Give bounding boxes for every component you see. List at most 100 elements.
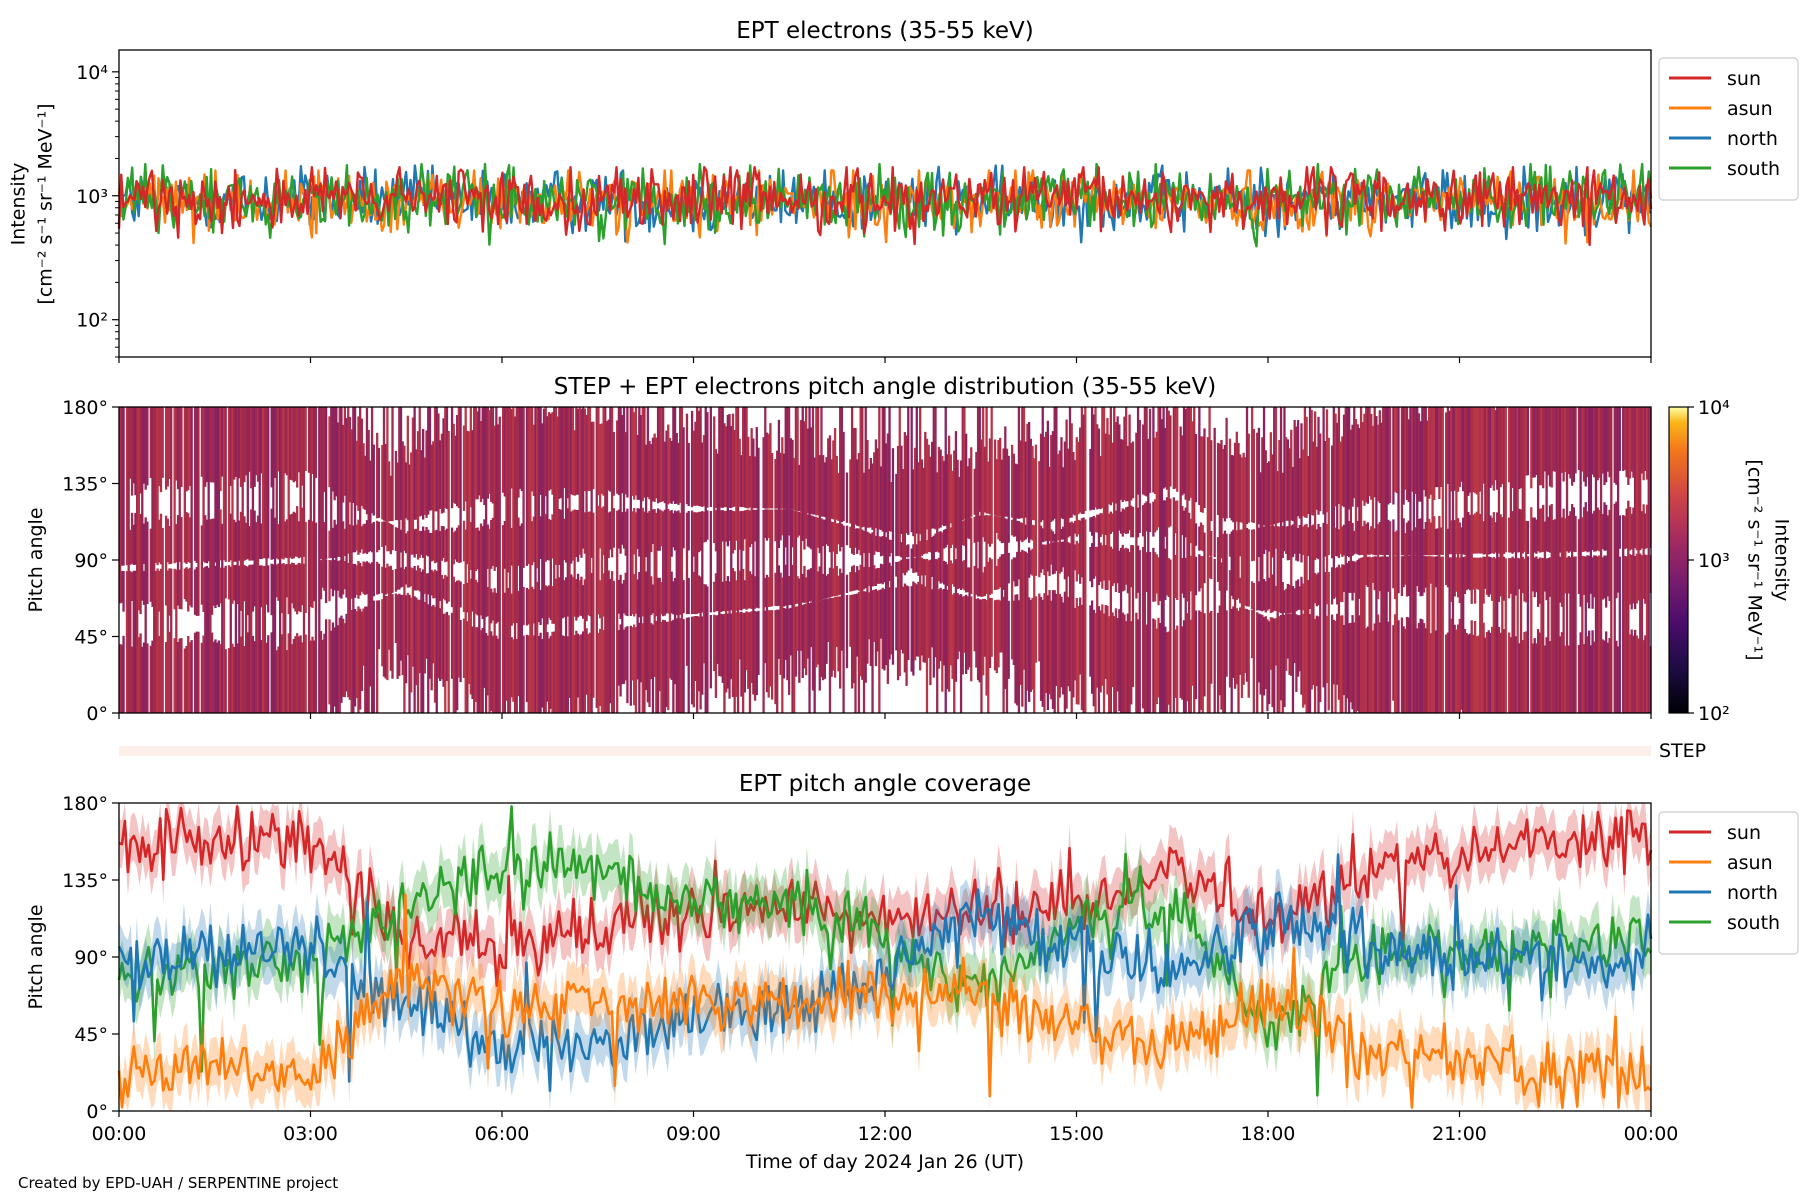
pad-cell xyxy=(1572,407,1575,483)
pad-cell xyxy=(794,606,798,677)
pad-cell xyxy=(175,407,178,481)
pad-cell xyxy=(427,604,430,713)
pad-cell xyxy=(825,575,828,599)
pad-cell xyxy=(932,535,935,678)
pad-cell xyxy=(949,560,952,666)
pad-cell xyxy=(587,634,590,713)
pad-cell xyxy=(1644,635,1647,713)
pad-cell xyxy=(244,522,248,560)
pad-cell xyxy=(660,510,663,547)
pad-cell xyxy=(883,589,886,671)
pad-cell xyxy=(871,463,874,530)
pad-cell xyxy=(580,634,583,713)
pad-cell xyxy=(1041,599,1044,707)
pad-cell xyxy=(1024,524,1027,540)
pad-cell xyxy=(1395,530,1398,713)
pad-cell xyxy=(874,589,878,667)
pad-cell xyxy=(951,470,954,545)
pad-cell xyxy=(1581,407,1584,472)
pad-cell xyxy=(187,513,190,562)
pad-cell xyxy=(251,564,255,612)
pad-cell xyxy=(723,510,726,612)
pad-cell xyxy=(1155,554,1158,594)
pad-cell xyxy=(439,531,442,602)
pad-cell xyxy=(1513,558,1516,713)
step-band xyxy=(119,746,1651,756)
pad-cell xyxy=(840,407,844,523)
pad-cell xyxy=(290,644,294,713)
pad-cell xyxy=(1550,504,1553,713)
pad-cell xyxy=(784,407,787,509)
pad-cell xyxy=(433,606,437,703)
pad-cell xyxy=(719,510,723,612)
pad-cell xyxy=(636,434,639,500)
pad-cell xyxy=(1235,431,1238,522)
pad-cell xyxy=(1330,567,1334,605)
pad-cell xyxy=(1577,645,1581,713)
pad-cell xyxy=(679,512,682,615)
pad-cell xyxy=(345,418,348,598)
pad-cell xyxy=(806,569,809,659)
pad-cell xyxy=(207,567,210,713)
pad-cell xyxy=(742,511,745,551)
pad-cell xyxy=(748,510,752,548)
pad-cell xyxy=(471,626,474,699)
pad-cell xyxy=(833,428,837,597)
pad-cell xyxy=(980,599,983,713)
pad-cell xyxy=(1084,519,1087,713)
pad-cell xyxy=(142,570,146,605)
pad-cell xyxy=(525,634,529,703)
pad-cell xyxy=(621,415,624,494)
pad-cell xyxy=(1521,556,1524,594)
pad-cell xyxy=(427,573,430,595)
pad-cell xyxy=(651,509,655,544)
pad-cell xyxy=(1244,608,1247,674)
pad-cell xyxy=(151,407,154,607)
pad-cell xyxy=(507,407,510,573)
pad-cell xyxy=(532,635,535,713)
pad-cell xyxy=(622,580,626,614)
pad-cell xyxy=(428,533,432,679)
pad-cell xyxy=(1276,471,1279,524)
pad-cell xyxy=(205,519,209,564)
pad-cell xyxy=(328,560,331,602)
pad-cell xyxy=(1062,526,1065,540)
pad-cell xyxy=(241,407,244,713)
pad-cell xyxy=(164,515,168,606)
pad-cell xyxy=(1107,434,1111,505)
pad-cell xyxy=(925,438,929,530)
pad-cell xyxy=(290,513,294,559)
pad-cell xyxy=(335,407,338,497)
pad-cell xyxy=(726,576,729,611)
pad-cell xyxy=(1497,626,1501,713)
pad-cell xyxy=(1029,438,1032,540)
pad-cell xyxy=(825,598,828,664)
pad-cell xyxy=(270,407,273,488)
pad-cell xyxy=(1325,524,1329,605)
pad-cell xyxy=(1167,410,1170,528)
pad-cell xyxy=(1494,558,1497,713)
pad-cell xyxy=(721,581,724,612)
pad-cell xyxy=(1489,515,1492,554)
pad-cell xyxy=(995,566,998,590)
pad-cell xyxy=(890,482,893,532)
pad-cell xyxy=(1334,527,1337,556)
pad-cell xyxy=(999,556,1002,588)
pad-cell xyxy=(1319,433,1322,512)
pad-cell xyxy=(1038,461,1041,578)
pad-cell xyxy=(667,621,670,711)
pad-cell xyxy=(159,513,163,565)
pad-cell xyxy=(195,407,198,563)
pad-cell xyxy=(547,412,551,491)
pad-cell xyxy=(752,509,755,695)
pad-cell xyxy=(1169,498,1172,527)
pad-cell xyxy=(404,533,408,554)
pad-cell xyxy=(1395,407,1398,494)
pad-cell xyxy=(273,517,277,713)
pad-cell xyxy=(699,407,702,507)
pad-cell xyxy=(757,610,760,675)
pad-cell xyxy=(154,570,158,713)
pad-cell xyxy=(1101,407,1104,509)
pad-cell xyxy=(566,508,569,617)
pad-cell xyxy=(193,632,197,713)
